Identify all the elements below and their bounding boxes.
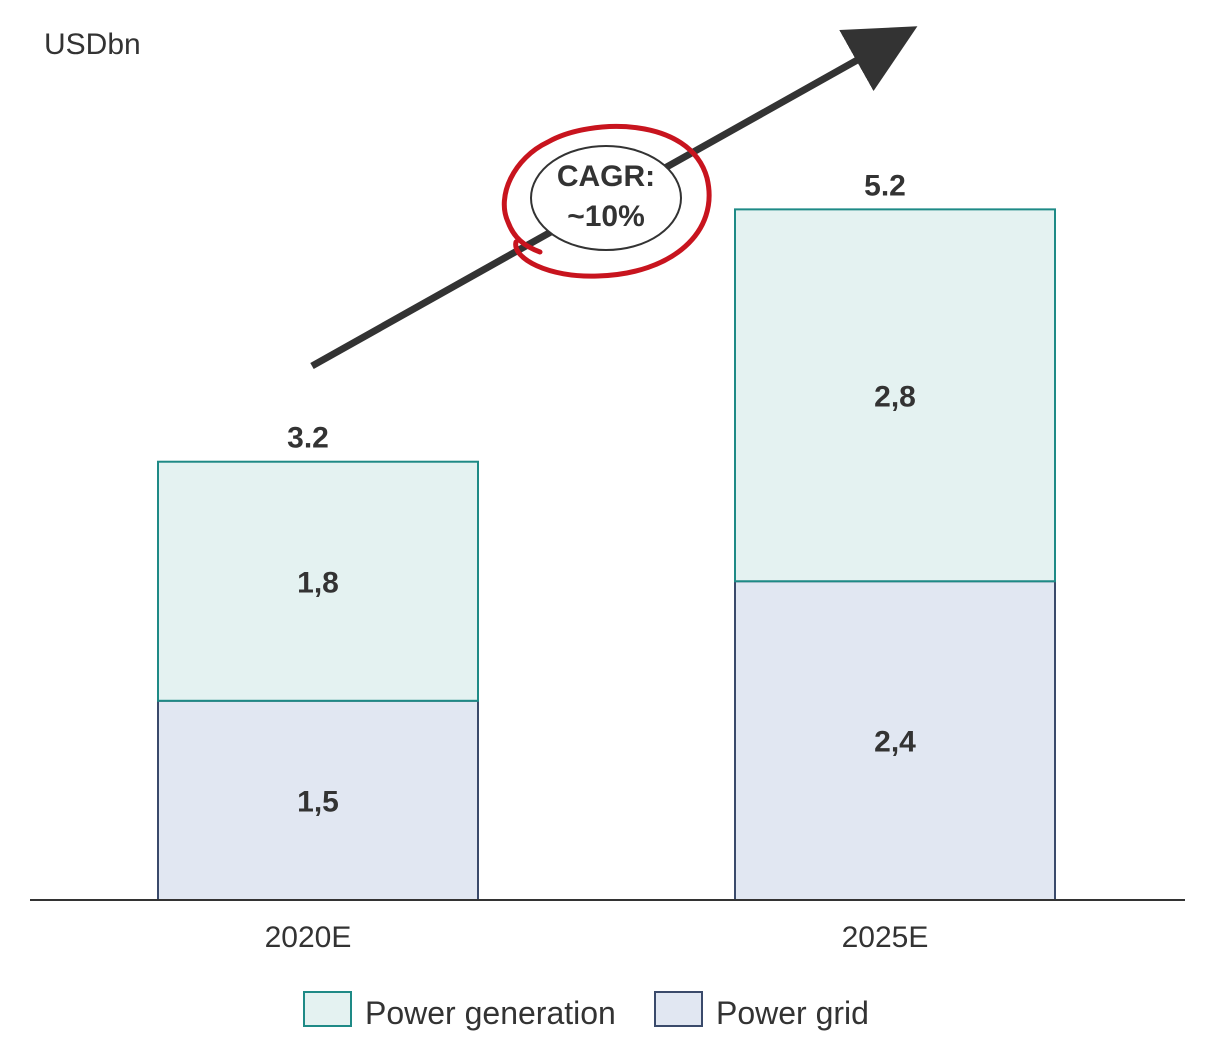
legend: Power generation Power grid xyxy=(303,991,869,1031)
bars-group: 1,5 1,8 3.2 2,4 2,8 5.2 xyxy=(157,169,1056,901)
x-tick-labels: 2020E 2025E xyxy=(265,921,929,954)
legend-swatch-power-grid xyxy=(654,991,703,1027)
cagr-annotation: CAGR: ~10% xyxy=(310,26,918,370)
x-tick-label: 2025E xyxy=(842,921,929,954)
segment-value-label: 2,4 xyxy=(874,726,916,759)
cagr-red-loop xyxy=(501,123,712,279)
legend-label-power-generation: Power generation xyxy=(365,995,616,1031)
cagr-label: CAGR: xyxy=(557,160,655,193)
segment-value-label: 2,8 xyxy=(874,380,916,413)
legend-label-power-grid: Power grid xyxy=(716,995,869,1031)
legend-swatch-power-generation xyxy=(303,991,352,1027)
bar-power-generation-2020e xyxy=(157,460,479,702)
unit-label: USDbn xyxy=(44,28,141,61)
x-tick-label: 2020E xyxy=(265,921,352,954)
total-value-label: 3.2 xyxy=(287,422,329,455)
segment-value-label: 1,5 xyxy=(297,785,339,818)
bar-power-grid-2020e xyxy=(157,699,479,901)
total-value-label: 5.2 xyxy=(864,169,906,202)
cagr-value: ~10% xyxy=(567,200,645,233)
segment-value-label: 1,8 xyxy=(297,566,339,599)
cagr-ellipse xyxy=(530,145,682,251)
bar-power-generation-2025e xyxy=(734,208,1056,583)
